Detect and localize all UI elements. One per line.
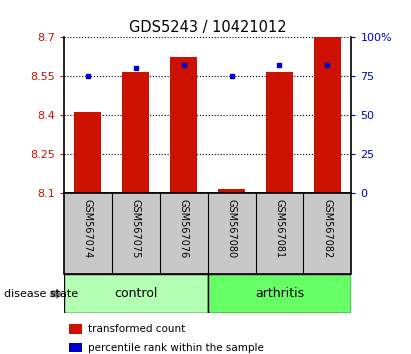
Text: GSM567080: GSM567080 <box>226 199 236 258</box>
Text: GSM567076: GSM567076 <box>179 199 189 259</box>
Text: percentile rank within the sample: percentile rank within the sample <box>88 343 264 353</box>
Bar <box>64 274 208 313</box>
Text: GSM567082: GSM567082 <box>323 199 332 259</box>
Title: GDS5243 / 10421012: GDS5243 / 10421012 <box>129 19 286 35</box>
Bar <box>218 189 245 193</box>
Text: transformed count: transformed count <box>88 324 185 334</box>
Text: disease state: disease state <box>4 289 78 299</box>
Bar <box>208 274 351 313</box>
Text: GSM567074: GSM567074 <box>83 199 92 259</box>
Bar <box>69 343 82 352</box>
Text: arthritis: arthritis <box>255 287 304 300</box>
Text: control: control <box>114 287 157 300</box>
Bar <box>171 57 197 193</box>
Text: GSM567075: GSM567075 <box>131 199 141 259</box>
Bar <box>122 72 149 193</box>
Bar <box>314 37 341 193</box>
Bar <box>69 324 82 333</box>
Text: GSM567081: GSM567081 <box>275 199 284 258</box>
Bar <box>266 72 293 193</box>
Bar <box>74 113 101 193</box>
